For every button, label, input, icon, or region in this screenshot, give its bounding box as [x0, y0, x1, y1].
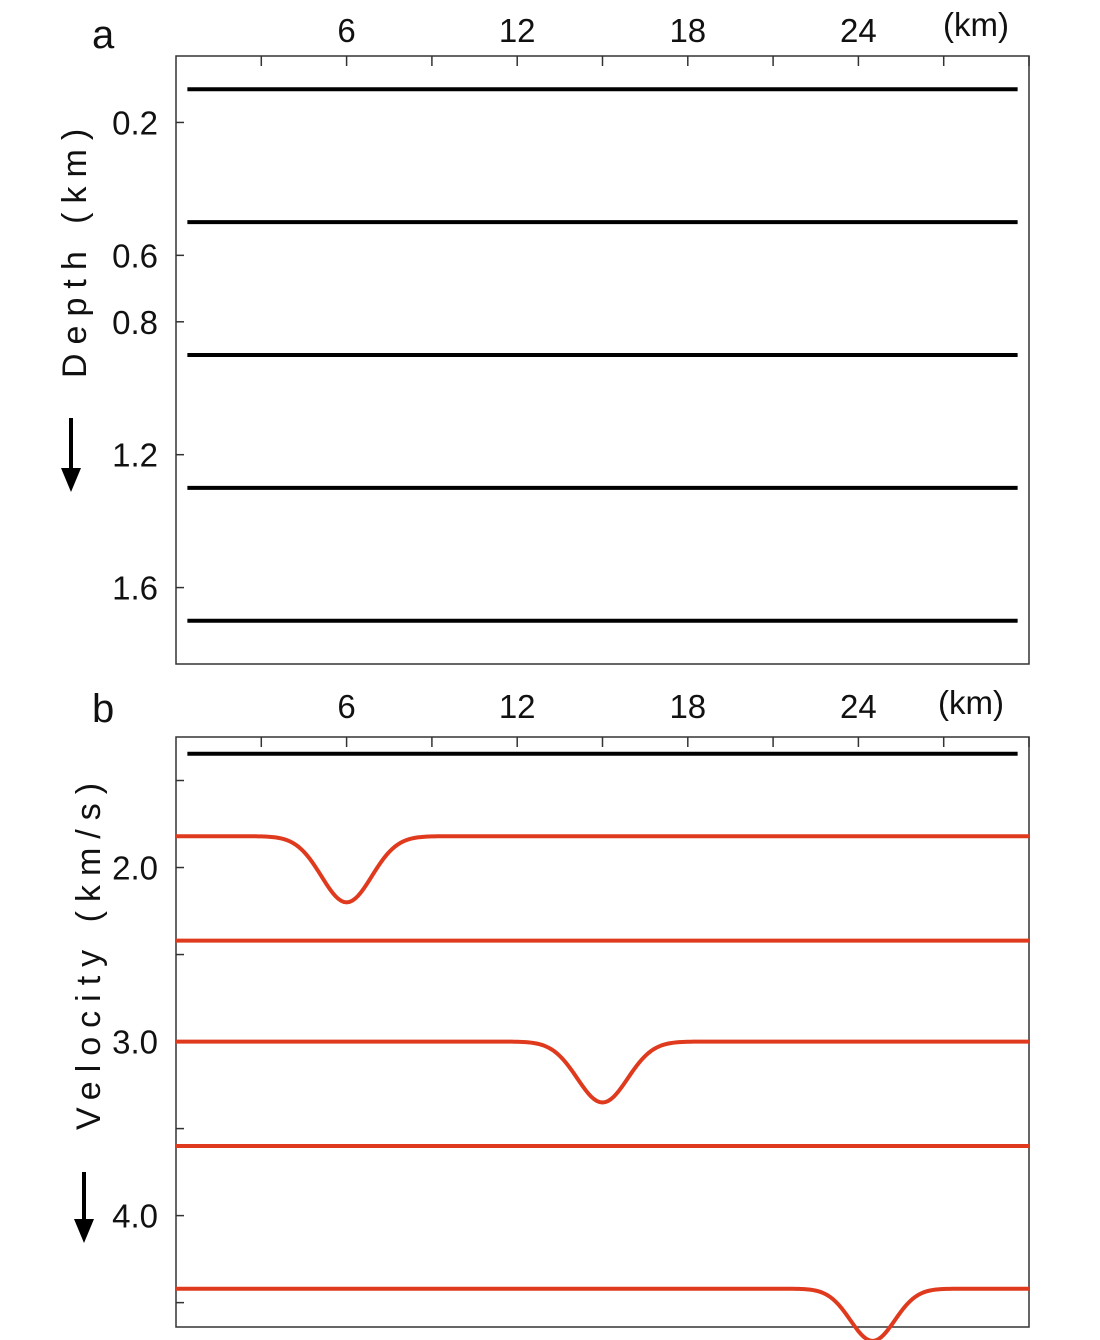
panel-a-x-tick-labels: 6 12 18 24 — [337, 12, 876, 49]
panel-b-x-ticks — [260, 737, 1030, 747]
x-tick-label: 24 — [840, 12, 877, 49]
panel-a-down-arrow-icon — [61, 418, 81, 492]
y-tick-label: 4.0 — [112, 1198, 158, 1235]
y-tick-label: 2.0 — [112, 850, 158, 887]
series-line-1 — [176, 834, 1029, 905]
panel-b-x-unit: (km) — [938, 684, 1004, 721]
panel-a-y-axis-title: Depth (km) — [56, 120, 94, 378]
y-tick-label: 0.8 — [112, 304, 158, 341]
panel-a-x-unit: (km) — [943, 6, 1009, 43]
panel-a-x-ticks — [260, 56, 1030, 66]
x-tick-label: 18 — [669, 688, 706, 725]
panel-b-frame — [175, 736, 1030, 1328]
panel-a-depth-model: a 6 12 18 24 0.2 0.6 0.8 1.2 1.6 (km) Depth (km… — [56, 6, 1030, 756]
panel-b-x-tick-labels: 6 12 18 24 — [337, 688, 876, 725]
y-tick-label: 0.2 — [112, 104, 158, 141]
panel-a-frame — [175, 55, 1030, 665]
y-tick-label: 1.2 — [112, 437, 158, 474]
x-tick-label: 24 — [840, 688, 877, 725]
panel-a-interfaces — [187, 87, 1018, 756]
y-tick-label: 0.6 — [112, 237, 158, 274]
series-line-5 — [176, 1286, 1029, 1340]
panel-b-y-ticks — [176, 779, 184, 1304]
x-tick-label: 6 — [337, 12, 355, 49]
panel-a-y-ticks — [176, 121, 184, 589]
x-tick-label: 12 — [499, 688, 536, 725]
panel-b-down-arrow-icon — [74, 1172, 94, 1243]
panel-b-y-tick-labels: 2.0 3.0 4.0 — [112, 850, 158, 1235]
panel-b-velocity-curves — [176, 834, 1029, 1340]
panel-b-velocity-model: b 6 12 18 24 2.0 3.0 4.0 (km) Velocity (km/s) — [70, 684, 1030, 1340]
x-tick-label: 6 — [337, 688, 355, 725]
panel-b-y-axis-title: Velocity (km/s) — [70, 774, 108, 1130]
panel-a-y-tick-labels: 0.2 0.6 0.8 1.2 1.6 — [112, 104, 158, 606]
x-tick-label: 18 — [669, 12, 706, 49]
panel-b-label: b — [92, 687, 114, 731]
y-tick-label: 1.6 — [112, 570, 158, 607]
x-tick-label: 12 — [499, 12, 536, 49]
panel-a-label: a — [92, 13, 115, 57]
y-tick-label: 3.0 — [112, 1024, 158, 1061]
series-line-3 — [176, 1039, 1029, 1105]
